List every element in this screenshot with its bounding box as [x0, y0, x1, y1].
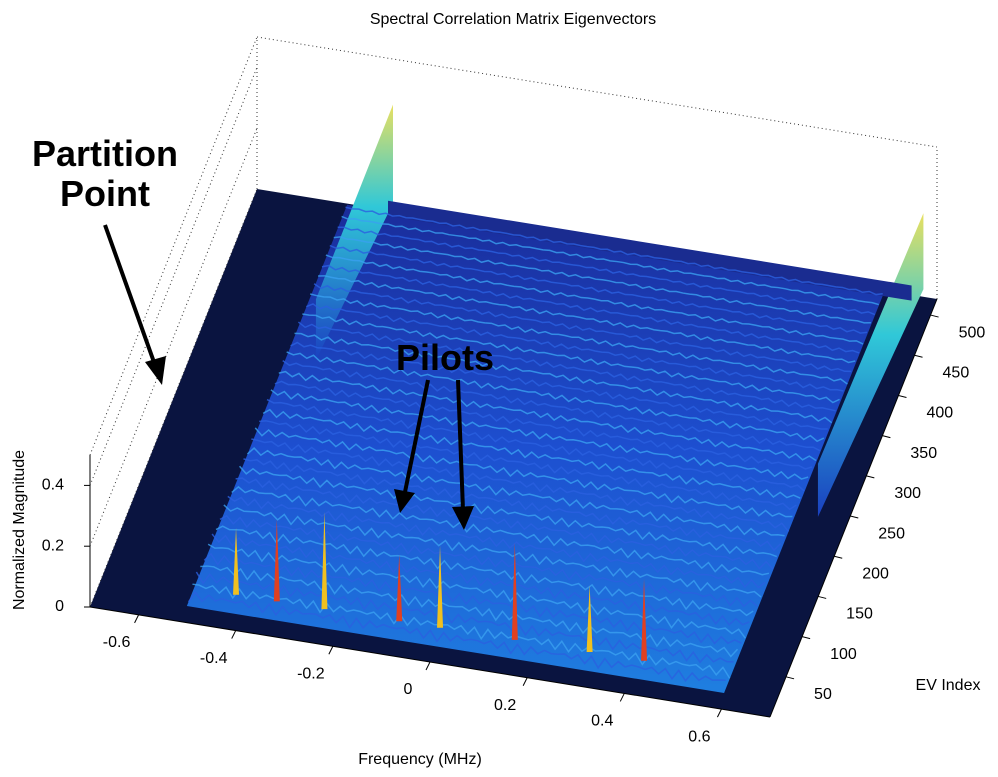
surface-ripple [266, 398, 805, 492]
x-tick [134, 614, 140, 624]
x-tick-label: 0.2 [494, 697, 516, 714]
surface-ripple [223, 504, 762, 598]
surface-ripple [274, 380, 813, 470]
annotation: Pilots [395, 337, 494, 378]
surface-ripple [251, 438, 790, 532]
surface-ripple [211, 533, 750, 626]
surface-ripple [290, 341, 828, 430]
y-tick [882, 435, 891, 439]
y-tick-label: 350 [910, 445, 937, 462]
surface-ripple [278, 370, 817, 462]
surface-ripple [310, 293, 848, 385]
y-tick [785, 676, 795, 680]
surface-ripple [215, 525, 754, 617]
surface-ripple [231, 485, 770, 576]
x-axis-label: Frequency (MHz) [358, 751, 482, 768]
y-tick-label: 250 [878, 525, 905, 542]
surface-spike [321, 511, 328, 610]
surface-ripple [297, 321, 836, 412]
y-tick [914, 354, 923, 358]
surface-ripple [235, 477, 774, 570]
surface-ripple [329, 244, 868, 334]
surface-spike [396, 554, 403, 622]
y-tick-label: 200 [862, 565, 889, 582]
surface-spike [511, 542, 518, 640]
y-tick-label: 100 [830, 646, 857, 663]
surface-ripple [259, 420, 797, 511]
x-tick [328, 646, 334, 655]
y-tick-label: 50 [814, 686, 832, 703]
y-axis [769, 298, 938, 718]
z-axis-label: Normalized Magnitude [11, 450, 28, 610]
x-tick [425, 661, 431, 671]
z-tick-label: 0 [55, 598, 64, 615]
surface-ridge [387, 200, 912, 301]
surface-ripple [305, 303, 844, 392]
x-tick-label: 0 [404, 681, 413, 698]
surface-ripple [262, 408, 801, 499]
y-tick [801, 636, 811, 640]
surface-ripple [243, 458, 782, 552]
surface-ripple [313, 283, 852, 373]
z-tick-label: 0.4 [42, 477, 64, 494]
surface-ripple [227, 495, 766, 589]
x-tick-label: -0.2 [297, 666, 325, 683]
chart-title: Spectral Correlation Matrix Eigenvectors [370, 11, 656, 28]
surface-ripple [200, 565, 739, 658]
surface-ripple [345, 206, 883, 296]
x-tick [716, 708, 722, 718]
surface-ripple [333, 236, 871, 324]
y-tick-label: 150 [846, 606, 873, 623]
y-tick-label: 500 [959, 324, 986, 341]
surface-ripple [282, 360, 821, 452]
x-tick-label: 0.6 [688, 728, 710, 745]
surface-ripple [254, 427, 793, 518]
x-tick [522, 677, 528, 686]
surface-ripple [238, 465, 778, 558]
y-tick [930, 314, 939, 318]
surface-ripple [325, 254, 864, 345]
surface-ripple [337, 226, 876, 316]
surface-ripple [294, 332, 833, 424]
annotation: Partition Point [31, 133, 178, 214]
y-tick-label: 450 [943, 364, 970, 381]
y-tick [818, 595, 827, 599]
surface-ripple [318, 275, 856, 364]
y-tick-label: 300 [894, 485, 921, 502]
x-tick-label: -0.4 [200, 650, 228, 667]
surface-ripple [192, 583, 731, 679]
surface-ripple [203, 552, 742, 645]
y-tick [898, 394, 907, 398]
x-tick-label: -0.6 [103, 634, 131, 651]
z-tick-label: 0.2 [42, 537, 64, 554]
surface-ripple [321, 264, 860, 354]
y-axis-label: EV Index [916, 677, 981, 694]
surface [186, 204, 885, 693]
box-edge [256, 36, 938, 148]
surface-ripple [219, 514, 758, 608]
surface-spike [233, 527, 240, 595]
surface-ripple [302, 313, 840, 404]
surface-spike [273, 519, 280, 602]
surface-ripple [270, 389, 809, 480]
surface-spike [641, 578, 648, 661]
x-tick [619, 693, 625, 702]
surface-ripple [187, 591, 726, 683]
y-tick [834, 555, 843, 559]
surface-ripple [286, 351, 825, 443]
y-tick [866, 475, 875, 479]
surface-ripple [341, 215, 879, 306]
x-tick-label: 0.4 [591, 713, 613, 730]
surface-ridge [315, 104, 393, 361]
surface-spike [586, 585, 593, 652]
surface-ripple [207, 543, 746, 639]
surface-ripple [246, 447, 785, 537]
surface-spike [437, 545, 444, 628]
arrows [103, 224, 474, 530]
y-tick-label: 400 [926, 405, 953, 422]
x-tick [231, 630, 237, 639]
y-tick [850, 515, 859, 519]
